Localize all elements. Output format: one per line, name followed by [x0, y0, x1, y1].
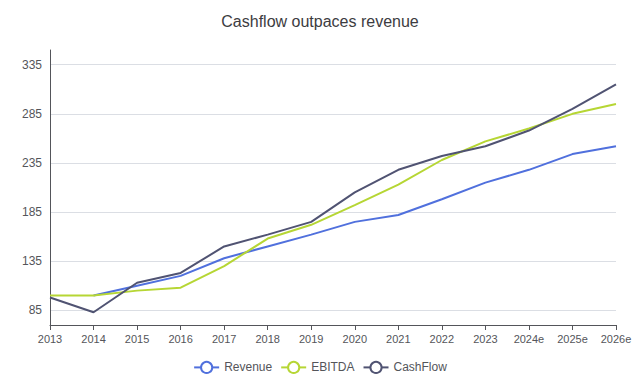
svg-text:185: 185 — [22, 205, 42, 219]
svg-text:2018: 2018 — [255, 333, 279, 345]
svg-text:85: 85 — [29, 303, 43, 317]
svg-text:2023: 2023 — [473, 333, 497, 345]
svg-text:335: 335 — [22, 58, 42, 72]
svg-text:2013: 2013 — [38, 333, 62, 345]
svg-text:2015: 2015 — [125, 333, 149, 345]
svg-text:285: 285 — [22, 107, 42, 121]
svg-text:Cashflow outpaces revenue: Cashflow outpaces revenue — [221, 13, 419, 30]
svg-text:2017: 2017 — [212, 333, 236, 345]
svg-text:135: 135 — [22, 254, 42, 268]
svg-text:2014: 2014 — [81, 333, 105, 345]
svg-text:2026e: 2026e — [601, 333, 632, 345]
svg-text:235: 235 — [22, 156, 42, 170]
svg-text:Revenue: Revenue — [224, 360, 272, 374]
svg-text:2024e: 2024e — [514, 333, 545, 345]
svg-text:2021: 2021 — [386, 333, 410, 345]
svg-text:CashFlow: CashFlow — [394, 360, 448, 374]
svg-text:2025e: 2025e — [557, 333, 588, 345]
svg-text:2020: 2020 — [343, 333, 367, 345]
svg-text:EBITDA: EBITDA — [311, 360, 354, 374]
svg-text:2022: 2022 — [430, 333, 454, 345]
svg-text:2019: 2019 — [299, 333, 323, 345]
svg-text:2016: 2016 — [168, 333, 192, 345]
